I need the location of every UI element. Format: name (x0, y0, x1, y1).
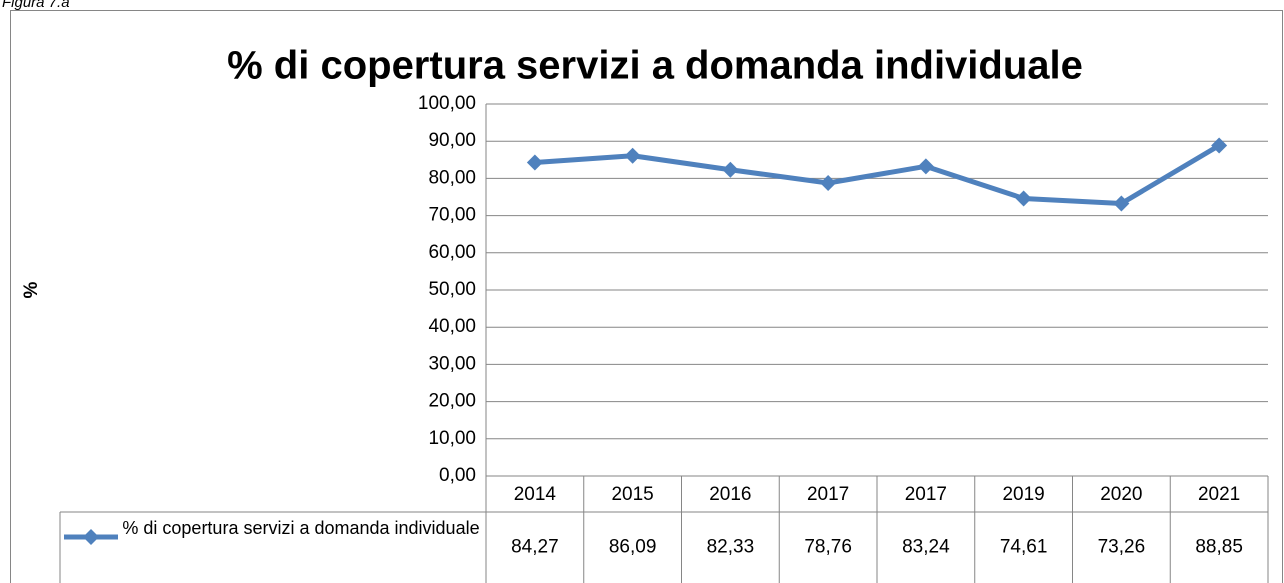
chart-border (10, 10, 1283, 583)
marker (1113, 195, 1130, 212)
data-table-value: 74,61 (1000, 537, 1048, 558)
y-tick-label: 40,00 (428, 316, 476, 337)
data-table-value: 82,33 (707, 537, 755, 558)
data-table-value: 86,09 (609, 537, 657, 558)
data-table-value: 84,27 (511, 537, 559, 558)
series-line (534, 143, 1221, 206)
x-tick-label: 2014 (514, 484, 557, 505)
x-tick-label: 2017 (905, 484, 947, 505)
y-tick-label: 100,00 (418, 93, 476, 114)
y-tick-label: 10,00 (428, 428, 476, 449)
y-tick-label: 70,00 (428, 205, 476, 226)
x-tick-label: 2021 (1198, 484, 1240, 505)
y-tick-label: 0,00 (439, 465, 476, 486)
marker (722, 161, 739, 178)
chart-title: % di copertura servizi a domanda individ… (227, 44, 1083, 88)
y-tick-label: 60,00 (428, 242, 476, 263)
legend-label: % di copertura servizi a domanda individ… (122, 518, 480, 538)
marker (1211, 137, 1228, 154)
y-tick-label: 30,00 (428, 353, 476, 374)
marker (917, 158, 934, 175)
y-tick-label: 50,00 (428, 279, 476, 300)
figure-label: Figura 7.a (2, 0, 70, 11)
marker (820, 175, 837, 192)
marker (526, 154, 543, 171)
y-tick-label: 20,00 (428, 391, 476, 412)
data-table-value: 78,76 (804, 537, 852, 558)
x-tick-label: 2019 (1002, 484, 1044, 505)
y-axis-label: % (21, 281, 42, 298)
y-tick-label: 90,00 (428, 130, 476, 151)
data-table-value: 83,24 (902, 537, 950, 558)
x-tick-label: 2020 (1100, 484, 1142, 505)
data-table-value: 88,85 (1195, 537, 1243, 558)
x-tick-label: 2015 (611, 484, 653, 505)
legend-marker (83, 529, 99, 545)
y-tick-label: 80,00 (428, 167, 476, 188)
marker (624, 147, 641, 164)
data-table-value: 73,26 (1098, 537, 1146, 558)
x-tick-label: 2017 (807, 484, 849, 505)
marker (1015, 190, 1032, 207)
x-tick-label: 2016 (709, 484, 751, 505)
